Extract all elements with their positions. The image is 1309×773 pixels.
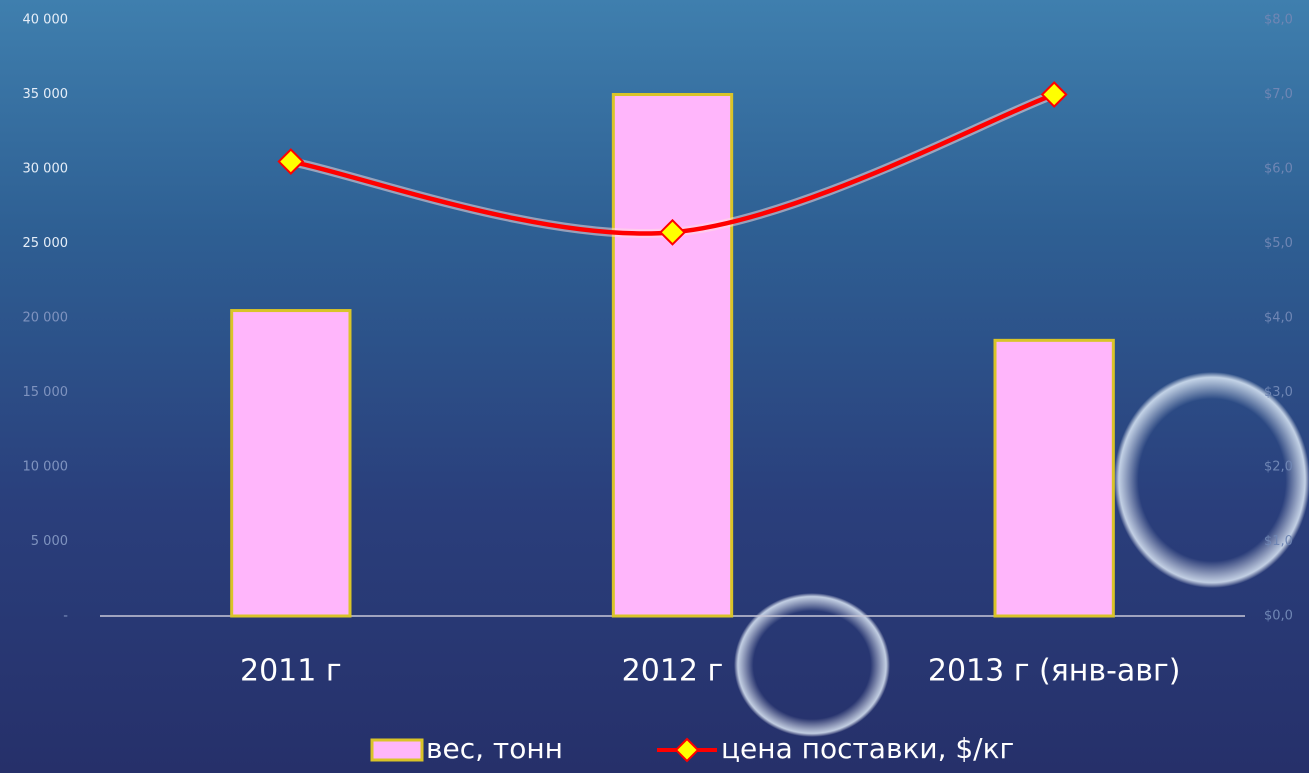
- y2-tick-label: $4,0: [1264, 311, 1293, 326]
- y-tick-label: 35 000: [23, 87, 69, 102]
- y-tick-label: 20 000: [23, 311, 69, 326]
- y-tick-label: 40 000: [23, 13, 69, 28]
- bar: [613, 95, 731, 617]
- bubble: [1114, 372, 1309, 588]
- legend-label: вес, тонн: [426, 732, 563, 765]
- y2-tick-label: $0,0: [1264, 609, 1293, 624]
- y2-tick-label: $7,0: [1264, 87, 1293, 102]
- y2-tick-label: $8,0: [1264, 13, 1293, 28]
- bubble: [734, 593, 890, 737]
- legend-swatch: [372, 740, 422, 760]
- y-tick-label: 5 000: [31, 534, 68, 549]
- bar: [232, 311, 350, 616]
- y2-tick-label: $2,0: [1264, 460, 1293, 475]
- x-tick-label: 2013 г (янв-авг): [928, 654, 1181, 689]
- y2-tick-label: $1,0: [1264, 534, 1293, 549]
- legend-label: цена поставки, $/кг: [721, 732, 1014, 765]
- chart: - 5 000 10 000 15 000 20 000 25 000 30 000 35 0…: [0, 0, 1309, 773]
- x-tick-label: 2012 г: [622, 654, 724, 689]
- bar: [995, 340, 1113, 616]
- y-tick-label: -: [63, 609, 68, 624]
- y-tick-label: 30 000: [23, 162, 69, 177]
- x-tick-label: 2011 г: [240, 654, 342, 689]
- y-tick-label: 25 000: [23, 236, 69, 251]
- page: - 5 000 10 000 15 000 20 000 25 000 30 000 35 0…: [0, 0, 1309, 773]
- y2-tick-label: $3,0: [1264, 385, 1293, 400]
- y-tick-label: 10 000: [23, 460, 69, 475]
- y-tick-label: 15 000: [23, 385, 69, 400]
- y2-tick-label: $5,0: [1264, 236, 1293, 251]
- y2-tick-label: $6,0: [1264, 162, 1293, 177]
